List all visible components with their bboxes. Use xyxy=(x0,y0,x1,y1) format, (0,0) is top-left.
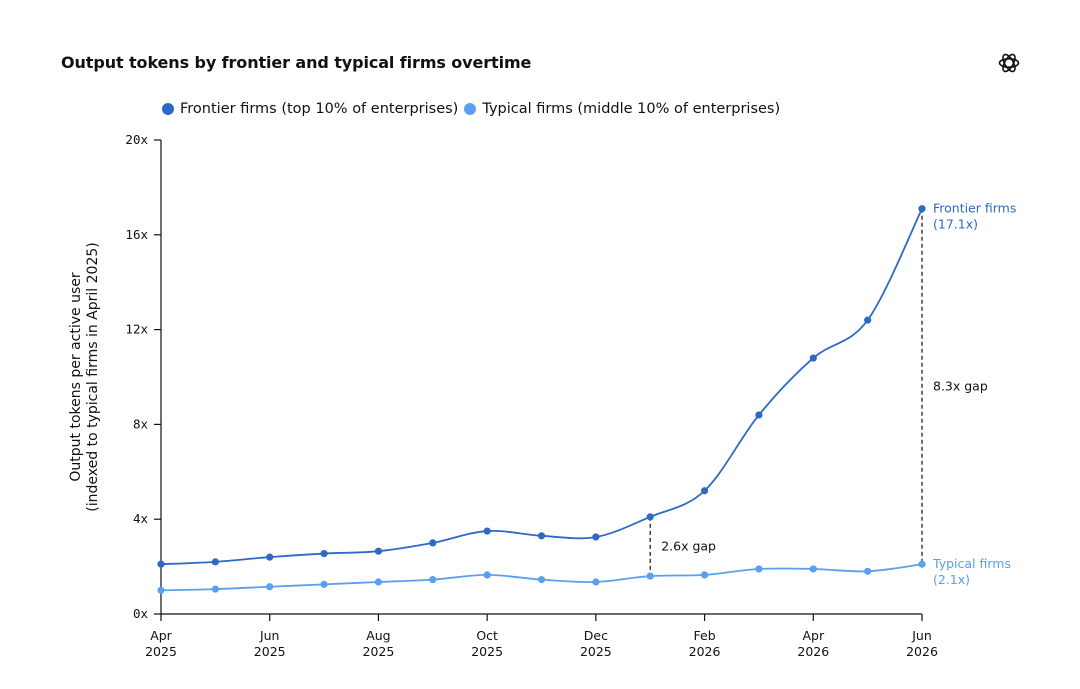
data-point-frontier xyxy=(755,411,763,419)
data-point-typical xyxy=(700,571,709,579)
y-axis-label-text: Output tokens per active user (indexed to… xyxy=(68,242,101,511)
data-point-frontier xyxy=(211,558,219,566)
data-point-frontier xyxy=(374,547,383,555)
data-point-typical xyxy=(429,576,437,584)
gap-label: 2.6x gap xyxy=(661,538,716,553)
end-value-label-frontier: (17.1x) xyxy=(933,217,978,232)
x-tick-label-year: 2026 xyxy=(689,644,721,659)
x-tick-label-month: Aug xyxy=(366,628,390,643)
y-axis-label-line-1: Output tokens per active user xyxy=(68,272,84,481)
y-tick-label: 12x xyxy=(125,322,148,337)
data-point-frontier xyxy=(809,354,817,362)
x-tick-label-month: Oct xyxy=(476,628,498,643)
y-axis-label: Output tokens per active user (indexed to… xyxy=(68,242,101,511)
x-tick-label-month: Apr xyxy=(802,628,824,643)
legend-swatch-typical xyxy=(464,103,477,115)
data-point-typical xyxy=(537,576,546,584)
y-tick-label: 8x xyxy=(133,416,149,431)
y-tick-label: 16x xyxy=(125,227,148,242)
data-point-frontier xyxy=(918,205,926,213)
legend-label-typical: Typical firms (middle 10% of enterprises… xyxy=(482,101,781,117)
chart-axes: 0x4x8x12x16x20xApr2025Jun2025Aug2025Oct2… xyxy=(125,132,938,659)
series-end-labels: Frontier firms(17.1x) Typical firms(2.1x) xyxy=(932,201,1016,587)
x-tick-label-year: 2025 xyxy=(471,644,503,659)
x-tick-label-year: 2025 xyxy=(254,644,286,659)
data-point-frontier xyxy=(864,316,872,324)
data-point-typical xyxy=(157,586,165,594)
data-point-frontier xyxy=(157,560,165,568)
data-point-typical xyxy=(374,578,383,586)
data-point-typical xyxy=(211,585,219,593)
data-point-typical xyxy=(809,565,817,573)
y-tick-label: 0x xyxy=(133,606,149,621)
x-tick-label-month: Jun xyxy=(911,628,932,643)
x-tick-label-year: 2026 xyxy=(906,644,938,659)
openai-logo-icon xyxy=(998,53,1020,73)
x-tick-label-year: 2025 xyxy=(580,644,612,659)
x-tick-label-year: 2026 xyxy=(797,644,829,659)
series-points xyxy=(157,205,926,594)
data-point-typical xyxy=(918,560,926,568)
data-point-frontier xyxy=(320,549,328,558)
x-tick-label-month: Apr xyxy=(150,628,172,643)
x-tick-label-month: Dec xyxy=(584,628,608,643)
data-point-typical xyxy=(266,583,274,591)
data-point-frontier xyxy=(429,539,437,547)
data-point-typical xyxy=(646,572,654,580)
data-point-typical xyxy=(320,580,328,588)
gap-annotations: 2.6x gap 8.3x gap xyxy=(649,208,988,577)
data-point-frontier xyxy=(646,513,654,521)
data-point-typical xyxy=(592,578,600,586)
data-point-frontier xyxy=(592,533,600,541)
x-tick-label-month: Jun xyxy=(259,628,280,643)
y-tick-label: 20x xyxy=(125,132,148,147)
x-tick-label-year: 2025 xyxy=(145,644,177,659)
x-tick-label-year: 2025 xyxy=(363,644,395,659)
end-value-label-typical: (2.1x) xyxy=(933,572,970,587)
x-tick-label-month: Feb xyxy=(694,628,716,643)
legend-item-typical: Typical firms (middle 10% of enterprises… xyxy=(464,101,780,117)
end-label-typical: Typical firms xyxy=(932,556,1011,571)
legend-label-frontier: Frontier firms (top 10% of enterprises) xyxy=(180,101,459,117)
y-axis-label-line-2: (indexed to typical firms in April 2025) xyxy=(85,242,101,511)
y-tick-label: 4x xyxy=(133,511,149,526)
data-point-frontier xyxy=(483,527,491,535)
data-point-typical xyxy=(755,565,763,573)
data-point-frontier xyxy=(700,487,709,495)
gap-label: 8.3x gap xyxy=(933,378,988,393)
end-label-frontier: Frontier firms xyxy=(933,201,1016,216)
data-point-typical xyxy=(864,567,872,575)
data-point-typical xyxy=(483,571,491,579)
chart-legend: Frontier firms (top 10% of enterprises) … xyxy=(162,101,786,117)
chart-title: Output tokens by frontier and typical fi… xyxy=(61,53,532,72)
legend-swatch-frontier xyxy=(162,103,174,115)
series-line-frontier xyxy=(160,208,923,566)
legend-item-frontier: Frontier firms (top 10% of enterprises) xyxy=(162,101,458,117)
data-point-frontier xyxy=(537,532,546,540)
data-point-frontier xyxy=(266,553,274,561)
